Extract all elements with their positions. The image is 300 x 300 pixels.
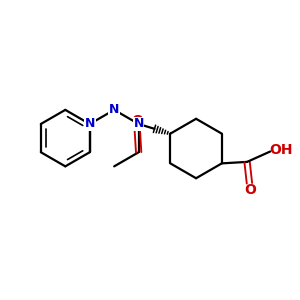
Text: O: O — [244, 183, 256, 197]
Text: N: N — [134, 118, 144, 130]
Text: O: O — [131, 114, 143, 128]
Text: N: N — [85, 118, 95, 130]
Text: OH: OH — [269, 143, 292, 157]
Text: N: N — [109, 103, 119, 116]
